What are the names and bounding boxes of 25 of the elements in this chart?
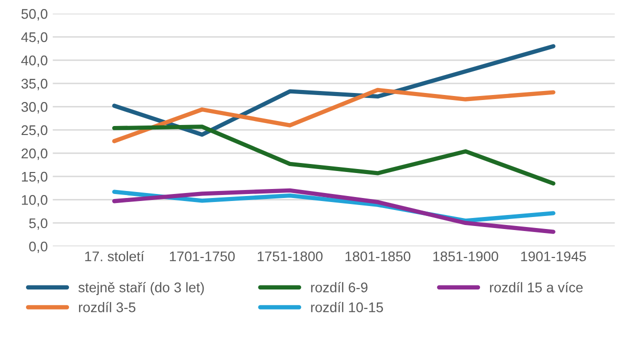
y-tick-label: 30,0: [21, 102, 48, 114]
legend-label: rozdíl 15 a více: [490, 282, 583, 292]
y-tick-label: 15,0: [22, 172, 48, 184]
y-tick-label: 40,0: [21, 56, 48, 67]
y-tick-label: 45,0: [21, 32, 48, 44]
legend-label: rozdíl 6-9: [311, 282, 368, 292]
x-tick-label: 1751-1800: [258, 251, 323, 262]
line-series: [112, 124, 556, 186]
y-tick-label: 20,0: [22, 148, 48, 160]
y-tick-label: 10,0: [22, 195, 48, 207]
y-tick-label: 50,0: [21, 9, 48, 20]
y-tick-label: 0,0: [29, 242, 48, 254]
x-tick-label: 1901-1945: [521, 251, 586, 262]
line-series: [112, 88, 556, 144]
legend-label: stejně staří (do 3 let): [78, 282, 204, 296]
line-series: [112, 188, 556, 234]
y-tick-label: 35,0: [21, 78, 48, 90]
x-tick-label: 17. století: [85, 250, 144, 262]
x-tick-label: 1701-1750: [170, 251, 235, 262]
y-tick-label: 5,0: [29, 218, 48, 230]
legend-label: rozdíl 10-15: [311, 302, 383, 312]
x-tick-label: 1801-1850: [346, 251, 410, 262]
y-tick-label: 25,0: [22, 125, 48, 137]
legend-label: rozdíl 3-5: [79, 302, 136, 312]
x-tick-label: 1851-1900: [433, 251, 498, 262]
